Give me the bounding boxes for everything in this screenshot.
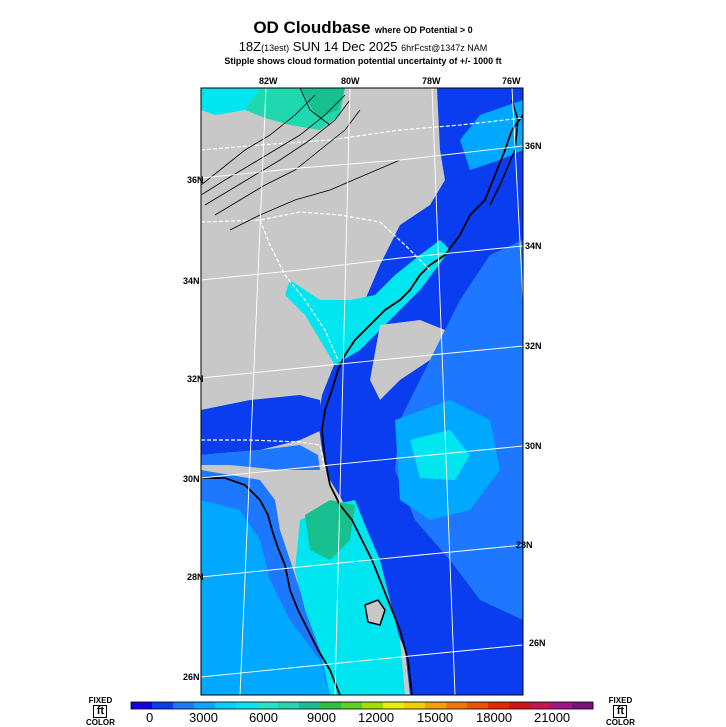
map-frame	[200, 87, 524, 696]
legend-swatch	[488, 702, 510, 709]
mountain-cyan	[201, 88, 260, 115]
blue-strip-2	[201, 445, 320, 470]
lat-label-left-32n: 32N	[187, 374, 204, 384]
legend-swatch	[404, 702, 426, 709]
legend-swatch	[236, 702, 258, 709]
legend-swatch	[215, 702, 237, 709]
legend-swatch	[530, 702, 552, 709]
lake-okeechobee	[364, 599, 386, 626]
map-area	[201, 88, 523, 695]
legend-swatch	[509, 702, 531, 709]
legend-right-label: FIXED ft COLOR	[606, 696, 635, 727]
run-date: SUN 14 Dec 2025	[292, 39, 398, 54]
legend-left-unit: ft	[93, 705, 108, 718]
legend-swatch	[278, 702, 300, 709]
legend-swatch	[341, 702, 363, 709]
lat-label-left-28n: 28N	[187, 572, 204, 582]
title-note: where OD Potential > 0	[374, 25, 473, 35]
legend-swatch	[446, 702, 468, 709]
lat-label-right-30n: 30N	[525, 441, 542, 451]
legend-tick-6000: 6000	[249, 710, 278, 725]
run-info: 18Z(13est) SUN 14 Dec 2025 6hrFcst@1347z…	[0, 39, 726, 54]
terrain-contours	[201, 88, 401, 231]
legend-swatch	[362, 702, 384, 709]
legend-swatch	[152, 702, 174, 709]
legend-tick-21000: 21000	[534, 710, 571, 725]
legend-tick-18000: 18000	[476, 710, 513, 725]
gulf-coastline	[201, 477, 341, 695]
legend-swatch	[131, 702, 153, 709]
run-hour: 18Z	[238, 39, 262, 54]
lat-label-left-30n: 30N	[183, 474, 200, 484]
lat-label-right-28n: 28N	[516, 540, 533, 550]
florida-green	[305, 500, 355, 560]
forecast-info: 6hrFcst@1347z NAM	[401, 43, 488, 53]
legend-swatch	[320, 702, 342, 709]
lon-label-76w: 76W	[502, 76, 521, 86]
legend-left-label: FIXED ft COLOR	[86, 696, 115, 727]
legend-frame	[130, 701, 594, 710]
lat-label-left-26n: 26N	[183, 672, 200, 682]
lat-label-left-34n: 34N	[183, 276, 200, 286]
legend-swatch	[383, 702, 405, 709]
legend-swatch	[572, 702, 594, 709]
legend-swatch	[551, 702, 573, 709]
legend-swatch	[194, 702, 216, 709]
legend-right-unit: ft	[613, 705, 628, 718]
legend-swatch	[257, 702, 279, 709]
lon-label-78w: 78W	[422, 76, 441, 86]
offshore-aqua	[410, 430, 470, 480]
chart-title: OD Cloudbase where OD Potential > 0	[0, 18, 726, 38]
gulf-light	[201, 500, 330, 695]
state-borders	[201, 117, 523, 471]
ocean-light-band-2	[460, 100, 523, 170]
mountain-green-2	[300, 88, 345, 118]
legend-swatch	[467, 702, 489, 709]
legend-right-fixed: FIXED	[608, 696, 633, 705]
lat-label-left-36n: 36N	[187, 175, 204, 185]
legend-swatch	[173, 702, 195, 709]
title-main: OD Cloudbase	[253, 18, 371, 37]
graticule	[201, 88, 523, 695]
legend-tick-15000: 15000	[417, 710, 454, 725]
legend-tick-0: 0	[146, 710, 154, 725]
lat-label-right-32n: 32N	[525, 341, 542, 351]
legend-colorbar	[131, 702, 594, 709]
lat-label-right-26n: 26N	[529, 638, 546, 648]
lon-label-80w: 80W	[341, 76, 360, 86]
legend-tick-12000: 12000	[358, 710, 395, 725]
lat-label-right-36n: 36N	[525, 141, 542, 151]
subtitle: Stipple shows cloud formation potential …	[224, 56, 502, 66]
sc-land-gray	[370, 320, 445, 400]
legend-swatch	[299, 702, 321, 709]
legend-tick-3000: 3000	[189, 710, 218, 725]
run-local: (13est)	[261, 43, 290, 53]
legend-right-color: COLOR	[606, 718, 635, 727]
legend-tick-9000: 9000	[307, 710, 336, 725]
legend-left-fixed: FIXED	[88, 696, 113, 705]
lon-label-82w: 82W	[259, 76, 278, 86]
legend-left-color: COLOR	[86, 718, 115, 727]
legend-swatch	[425, 702, 447, 709]
lat-label-right-34n: 34N	[525, 241, 542, 251]
